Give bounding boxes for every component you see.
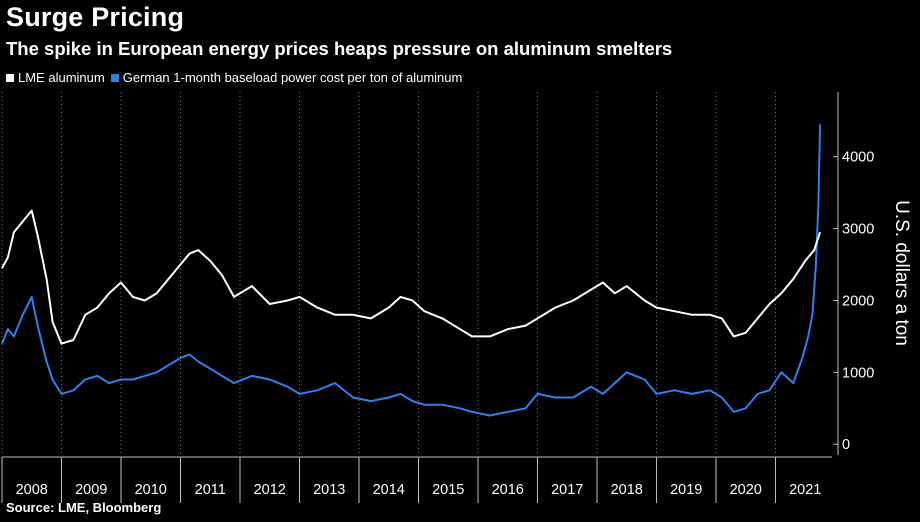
- legend-item-power-cost: German 1-month baseload power cost per t…: [110, 70, 463, 85]
- x-tick-label: 2014: [373, 482, 405, 498]
- x-tick-label: 2011: [195, 482, 226, 498]
- y-axis-label: U.S. dollars a ton: [891, 200, 912, 346]
- legend: LME aluminum German 1-month baseload pow…: [6, 70, 468, 85]
- y-tick-label: 1000: [842, 365, 874, 381]
- source-note: Source: LME, Bloomberg: [6, 500, 162, 515]
- x-tick-label: 2016: [492, 482, 524, 498]
- legend-swatch-power-cost: [110, 73, 119, 82]
- x-tick-label: 2008: [16, 482, 48, 498]
- x-tick-label: 2013: [313, 482, 345, 498]
- legend-label-power-cost: German 1-month baseload power cost per t…: [122, 70, 463, 85]
- y-tick-label: 2000: [842, 293, 874, 309]
- x-tick-label: 2015: [432, 482, 464, 498]
- x-tick-label: 2020: [730, 482, 762, 498]
- series-line-aluminum: [1, 209, 822, 345]
- y-tick-label: 4000: [842, 150, 874, 166]
- legend-item-aluminum: LME aluminum: [6, 70, 105, 85]
- y-tick-label: 3000: [842, 222, 874, 238]
- x-tick-label: 2009: [75, 482, 107, 498]
- legend-label-aluminum: LME aluminum: [18, 70, 105, 85]
- x-tick-label: 2012: [254, 482, 286, 498]
- chart-subtitle: The spike in European energy prices heap…: [6, 38, 673, 59]
- x-tick-label: 2021: [789, 482, 821, 498]
- x-tick-label: 2019: [670, 482, 702, 498]
- chart-title: Surge Pricing: [6, 2, 185, 32]
- x-tick-label: 2018: [611, 482, 643, 498]
- y-tick-label: 0: [842, 437, 850, 453]
- series-line-power-cost: [1, 124, 822, 417]
- x-tick-label: 2010: [135, 482, 167, 498]
- legend-swatch-aluminum: [6, 73, 14, 82]
- x-tick-label: 2017: [551, 482, 583, 498]
